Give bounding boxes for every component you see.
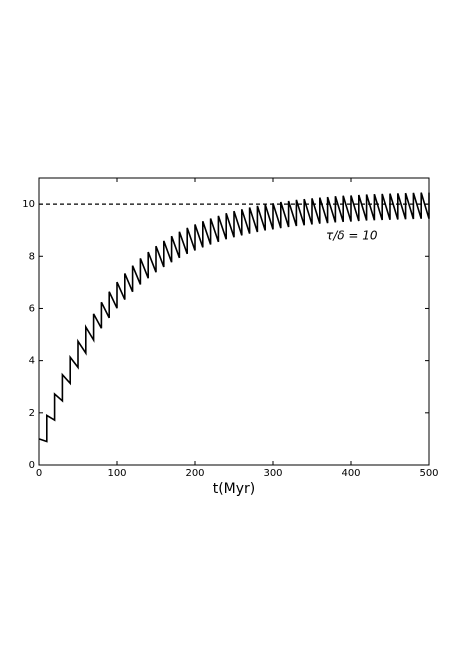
y-tick-label: 8 [29,251,35,262]
y-tick-label: 2 [29,408,35,419]
x-axis-label: t(Myr) [213,481,256,497]
annotation: τ/δ = 10 [326,229,378,243]
y-tick-label: 6 [29,303,35,314]
y-tick-label: 0 [29,460,35,471]
plot-frame [38,177,430,466]
x-tick-label: 0 [36,468,42,479]
x-tick-label: 100 [107,468,126,479]
x-tick-label: 500 [419,468,438,479]
x-tick-label: 200 [185,468,204,479]
y-tick-label: 4 [29,356,35,367]
data-line [38,192,430,443]
x-tick-label: 300 [263,468,282,479]
y-tick-label: 10 [22,199,35,210]
x-tick-label: 400 [341,468,360,479]
